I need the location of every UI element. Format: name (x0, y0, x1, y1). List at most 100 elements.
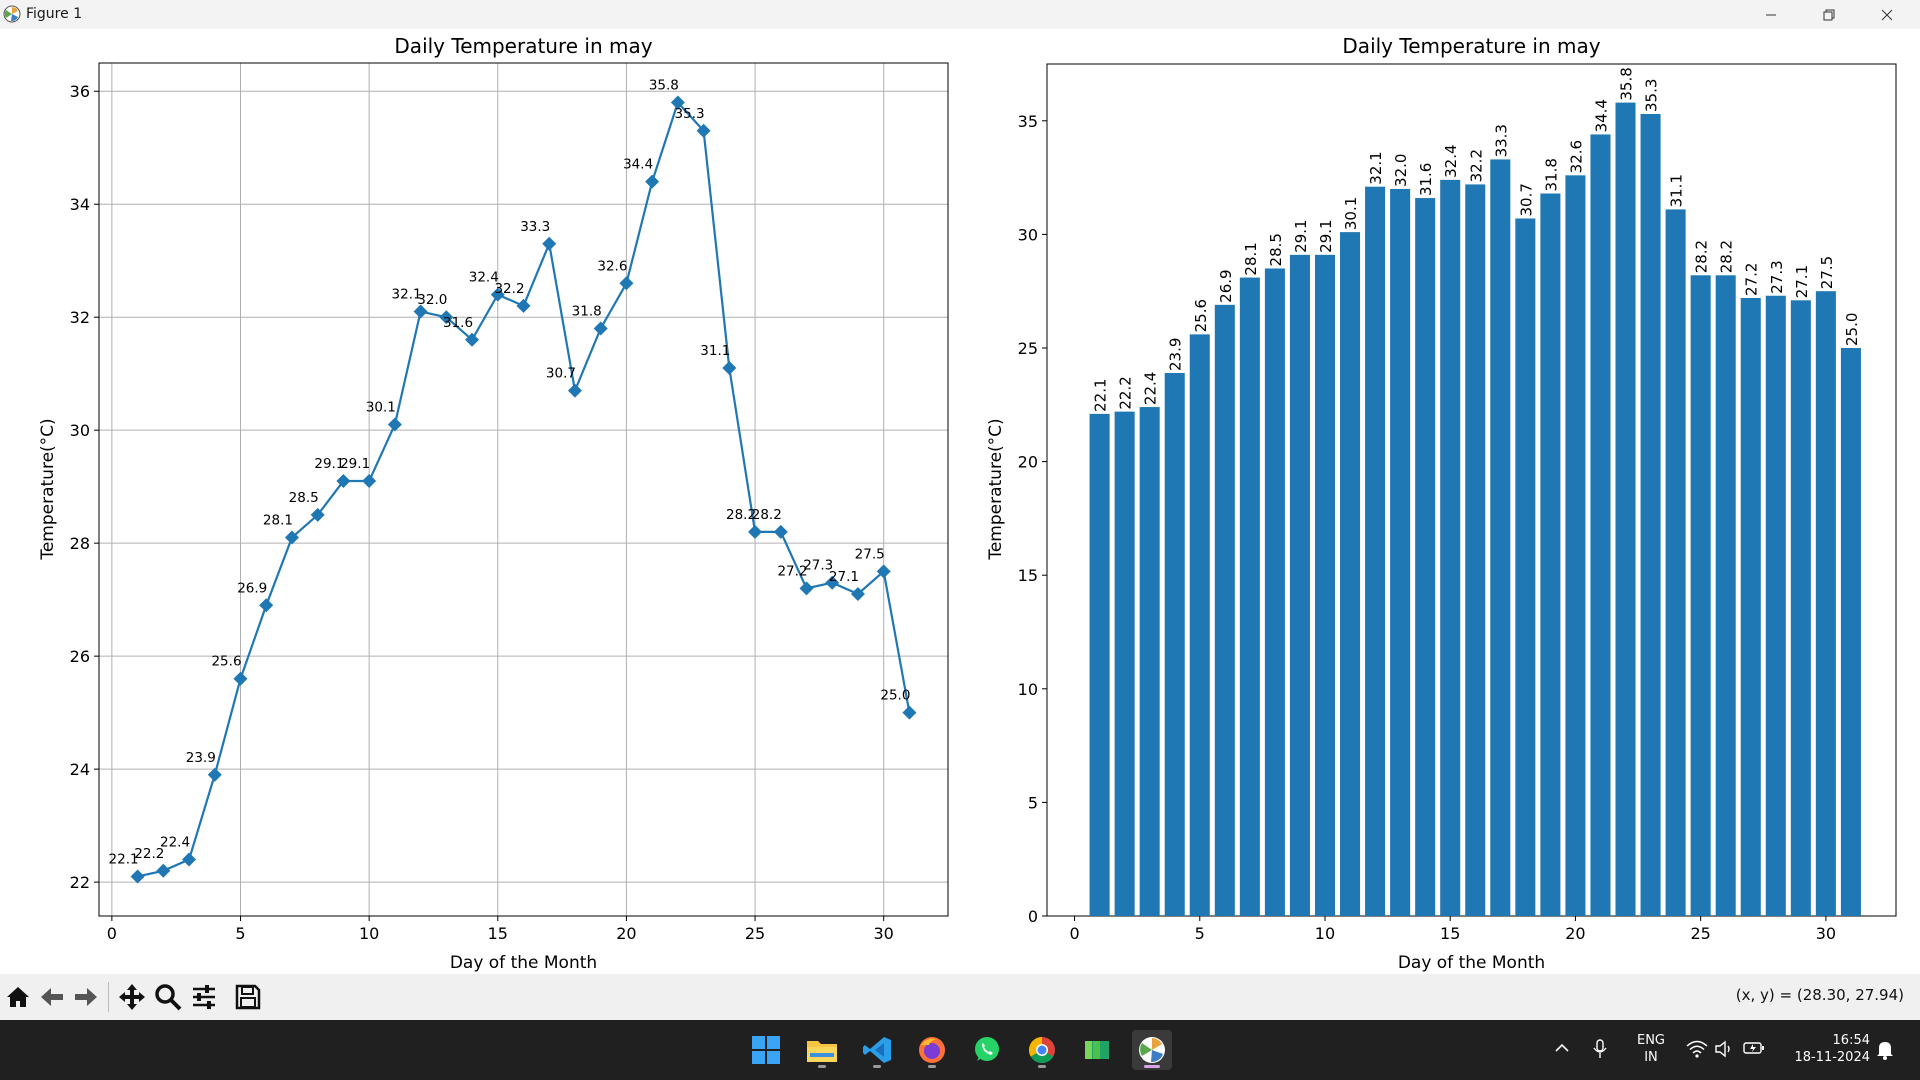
bar (1415, 198, 1436, 917)
line-point-label: 35.3 (675, 106, 705, 122)
line-point-label: 23.9 (186, 750, 216, 766)
home-button[interactable] (3, 982, 33, 1012)
taskbar-vscode[interactable] (857, 1030, 897, 1070)
zoom-button[interactable] (153, 982, 183, 1012)
taskbar-matplotlib-figure[interactable] (1132, 1030, 1172, 1070)
bar-chart-y-tick-label: 25 (1018, 339, 1038, 358)
bar (1365, 186, 1386, 917)
bar-chart-x-tick-label: 20 (1565, 924, 1585, 943)
line-point-label: 31.6 (443, 315, 473, 331)
toolbar-separator (108, 982, 109, 1012)
bar-value-label: 32.4 (1442, 144, 1460, 177)
bar-value-label: 29.1 (1317, 219, 1335, 252)
figure-canvas[interactable]: Daily Temperature in may Day of the Mont… (0, 29, 1920, 974)
bar-chart-ylabel: Temperature(°C) (986, 418, 1006, 560)
line-point-label: 31.8 (572, 304, 602, 320)
line-chart-x-tick-label: 10 (359, 924, 379, 943)
battery-button[interactable] (1743, 1040, 1765, 1060)
bar (1790, 300, 1811, 917)
clock[interactable]: 16:54 18-11-2024 (1780, 1032, 1870, 1066)
bar (1740, 298, 1761, 916)
line-point-label: 25.6 (211, 654, 241, 670)
bar (1164, 372, 1185, 916)
window-title: Figure 1 (26, 6, 83, 22)
bar (1289, 254, 1310, 916)
running-indicator (1038, 1065, 1046, 1068)
running-indicator (928, 1065, 936, 1068)
line-point-label: 27.3 (803, 558, 833, 574)
bar (1690, 275, 1711, 916)
language-code: ENG (1636, 1033, 1665, 1048)
bar (1715, 275, 1736, 916)
bar (1239, 277, 1260, 916)
bar-chart-x-tick-label: 0 (1069, 924, 1079, 943)
line-point (259, 598, 274, 613)
bar (1615, 102, 1636, 916)
line-chart-y-tick-label: 32 (70, 308, 90, 327)
pan-button[interactable] (117, 982, 147, 1012)
restore-button[interactable] (1806, 0, 1852, 29)
line-point (182, 852, 197, 867)
taskbar-firefox[interactable] (912, 1030, 952, 1070)
line-chart-y-tick-label: 36 (70, 82, 90, 101)
line-point (773, 524, 788, 539)
line-chart-y-tick-label: 28 (70, 534, 90, 553)
bar (1640, 113, 1661, 916)
minimize-button[interactable] (1748, 0, 1794, 29)
line-point-label: 28.1 (263, 513, 293, 529)
save-button[interactable] (233, 982, 263, 1012)
line-point-label: 32.4 (469, 270, 499, 286)
line-chart-xlabel: Day of the Month (450, 953, 597, 973)
line-point-label: 28.5 (289, 490, 319, 506)
volume-button[interactable] (1714, 1040, 1734, 1062)
network-button[interactable] (1686, 1040, 1708, 1062)
taskbar-excel[interactable] (1077, 1030, 1117, 1070)
bar-value-label: 22.2 (1117, 376, 1135, 409)
line-chart-y-tick-label: 30 (70, 421, 90, 440)
forward-button[interactable] (71, 982, 101, 1012)
bar (1815, 291, 1836, 916)
start-button[interactable] (746, 1030, 786, 1070)
line-point (850, 587, 865, 602)
bar-value-label: 35.8 (1618, 67, 1636, 100)
line-point (413, 304, 428, 319)
clock-time: 16:54 (1832, 1033, 1870, 1048)
line-point (876, 564, 891, 579)
bar-chart-axes: Daily Temperature in may Day of the Mont… (986, 34, 1897, 973)
close-button[interactable] (1864, 0, 1910, 29)
back-button[interactable] (37, 982, 67, 1012)
taskbar-whatsapp[interactable] (967, 1030, 1007, 1070)
bar-value-label: 31.1 (1668, 174, 1686, 207)
figure-svg: Daily Temperature in may Day of the Mont… (38, 34, 1897, 973)
line-point-label: 26.9 (237, 580, 267, 596)
language-indicator[interactable]: ENG IN (1633, 1032, 1669, 1066)
forward-arrow-icon (75, 988, 97, 1006)
bar (1264, 268, 1285, 916)
clock-date: 18-11-2024 (1794, 1050, 1870, 1065)
line-point (130, 869, 145, 884)
bar-value-label: 27.2 (1743, 263, 1761, 296)
wifi-icon (1686, 1040, 1708, 1058)
line-point (619, 276, 634, 291)
bar-chart-y-tick-label: 5 (1028, 793, 1038, 812)
chrome-icon (1028, 1036, 1055, 1064)
taskbar-chrome[interactable] (1022, 1030, 1062, 1070)
bar-chart-x-tick-label: 5 (1195, 924, 1205, 943)
matplotlib-app-icon (3, 5, 21, 23)
line-point (336, 474, 351, 489)
taskbar-file-explorer[interactable] (802, 1030, 842, 1070)
line-point-label: 34.4 (623, 157, 653, 173)
microphone-button[interactable] (1592, 1039, 1608, 1063)
tray-overflow-button[interactable] (1554, 1040, 1570, 1060)
line-point (902, 705, 917, 720)
line-point (722, 361, 737, 376)
line-point (439, 310, 454, 325)
running-indicator (818, 1065, 826, 1068)
line-point-label: 33.3 (520, 219, 550, 235)
notifications-button[interactable] (1876, 1040, 1894, 1064)
bell-icon (1877, 1042, 1893, 1060)
line-point-label: 29.1 (314, 456, 344, 472)
line-point-label: 30.1 (366, 400, 396, 416)
subplots-config-button[interactable] (189, 982, 219, 1012)
line-point-label: 32.1 (392, 287, 422, 303)
